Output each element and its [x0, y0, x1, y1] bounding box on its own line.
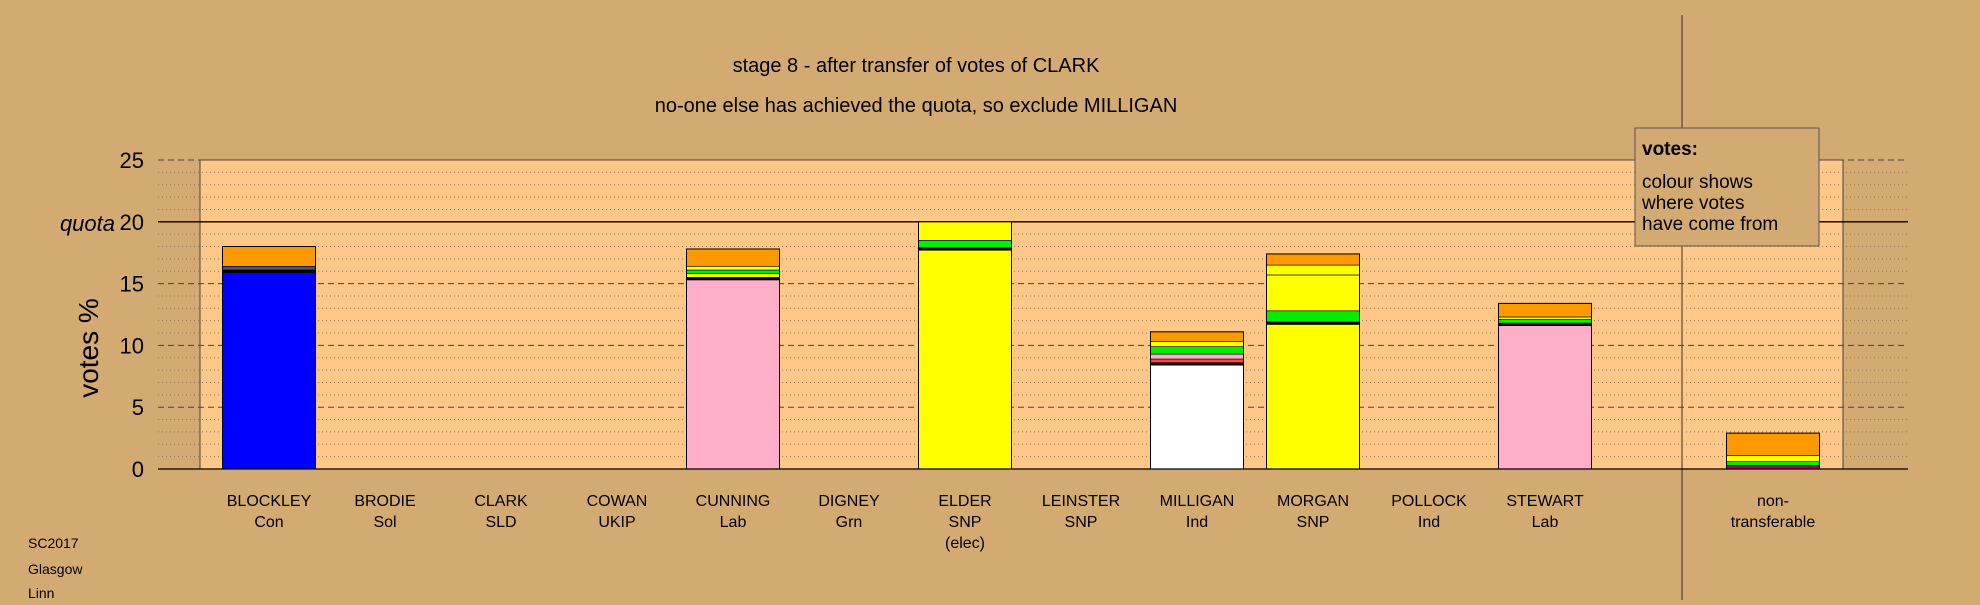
bar-segment — [686, 269, 780, 275]
footer-line: Glasgow — [28, 561, 83, 577]
legend-frame — [1634, 127, 1820, 247]
bar-segment — [1498, 303, 1592, 318]
bar-segment — [1150, 346, 1244, 355]
bar-segment — [686, 279, 780, 470]
candidate-name: LEINSTER — [1042, 493, 1120, 510]
legend-line: where votes — [1641, 193, 1744, 214]
bar-segment — [918, 247, 1012, 251]
bar-segment — [1150, 358, 1244, 364]
bar-segment — [1498, 325, 1592, 470]
candidate-party: UKIP — [598, 514, 635, 531]
footer-line: Linn — [28, 585, 54, 600]
bar-segment — [222, 269, 316, 273]
bar-segment — [1498, 316, 1592, 320]
candidate-party: Grn — [836, 514, 863, 531]
y-tick-label: 10 — [120, 333, 144, 358]
plot-panel — [199, 159, 1844, 470]
candidate-name: BLOCKLEY — [227, 493, 312, 510]
candidate-name: DIGNEY — [818, 493, 880, 510]
footer-line: SC2017 — [28, 535, 79, 551]
bar-segment — [222, 272, 316, 470]
bar-segment — [1150, 353, 1244, 360]
candidate-party: Con — [254, 514, 283, 531]
bar-segment — [1726, 461, 1820, 466]
legend-line: have come from — [1642, 214, 1778, 235]
candidate-name: STEWART — [1506, 493, 1584, 510]
candidate-note: (elec) — [945, 535, 985, 552]
bar-segment — [1266, 264, 1360, 276]
candidate-name: MILLIGAN — [1160, 493, 1235, 510]
bar-segment — [686, 277, 780, 281]
bar-segment — [1150, 364, 1244, 470]
bar-segment — [918, 221, 1012, 241]
candidate-name: MORGAN — [1277, 493, 1349, 510]
candidate-name: COWAN — [587, 493, 648, 510]
candidate-party: Sol — [373, 514, 396, 531]
bar-segment — [686, 248, 780, 267]
quota-label: quota — [60, 211, 115, 236]
legend-box: votes: colour shows where votes have com… — [1634, 127, 1820, 247]
chart-subtitle: no-one else has achieved the quota, so e… — [655, 95, 1178, 117]
y-tick-label: 5 — [132, 395, 144, 420]
bar-segment — [1266, 253, 1360, 266]
nontransferable-label: non- — [1757, 493, 1789, 510]
candidate-name: CUNNING — [696, 493, 771, 510]
chart-title: stage 8 - after transfer of votes of CLA… — [733, 55, 1100, 77]
bar-segment — [222, 246, 316, 267]
y-tick-label: 15 — [120, 272, 144, 297]
bar-segment — [686, 265, 780, 271]
bar-segment — [918, 249, 1012, 470]
bar-segment — [1266, 321, 1360, 325]
candidate-party: Lab — [1532, 514, 1559, 531]
bar-segment — [1150, 331, 1244, 342]
y-tick-label: 0 — [132, 457, 144, 482]
nontransferable-label: transferable — [1731, 514, 1816, 531]
bar-segment — [1726, 455, 1820, 462]
candidate-party: SNP — [1297, 514, 1330, 531]
bar-segment — [1498, 319, 1592, 324]
candidate-name: POLLOCK — [1391, 493, 1467, 510]
bar-segment — [1150, 362, 1244, 366]
bar-segment — [1726, 432, 1820, 456]
candidate-party: Lab — [720, 514, 747, 531]
candidate-party: SNP — [1065, 514, 1098, 531]
candidate-name: ELDER — [938, 493, 991, 510]
bar-segment — [1266, 274, 1360, 312]
candidate-name: BRODIE — [354, 493, 415, 510]
legend-title: votes: — [1642, 139, 1698, 160]
candidate-party: SNP — [949, 514, 982, 531]
bar-segment — [1150, 341, 1244, 347]
bar-segment — [1266, 310, 1360, 323]
bar-segment — [222, 265, 316, 271]
y-tick-label: 25 — [120, 148, 144, 173]
candidate-name: CLARK — [474, 493, 528, 510]
candidate-party: Ind — [1186, 514, 1208, 531]
plot-area: 0 5 10 15 20 25 BLOCKLEY Con BRODIE Sol CLARK SLD CO… — [120, 15, 1908, 600]
bar-segment — [918, 240, 1012, 249]
candidate-party: Ind — [1418, 514, 1440, 531]
bar-segment — [1266, 324, 1360, 470]
legend-line: colour shows — [1642, 172, 1753, 193]
bar-segment — [1498, 322, 1592, 326]
y-tick-label: 20 — [120, 210, 144, 235]
candidate-party: SLD — [485, 514, 516, 531]
y-axis-label: votes % — [73, 298, 104, 398]
bar-segment — [686, 273, 780, 278]
